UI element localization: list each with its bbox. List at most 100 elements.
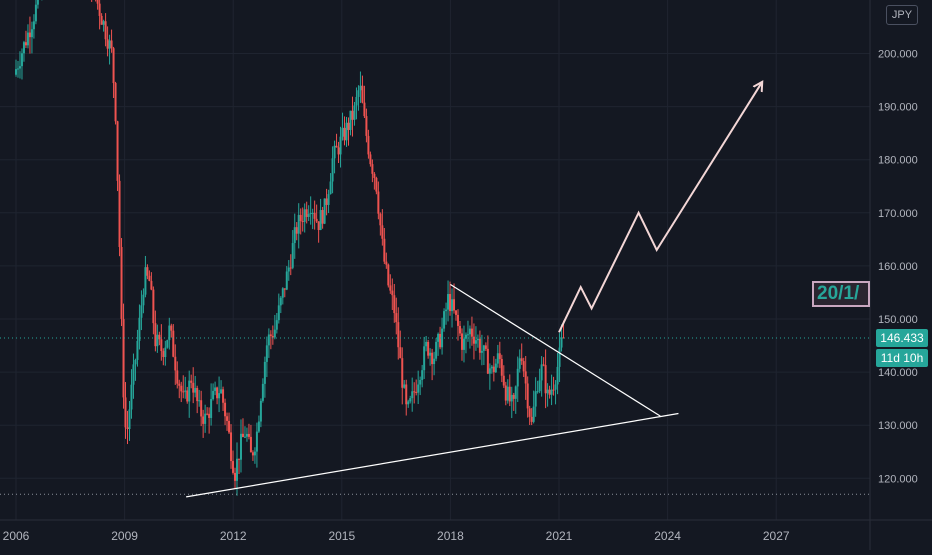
candle-body: [514, 386, 517, 399]
candle-body: [16, 68, 19, 70]
x-tick-label: 2024: [654, 529, 681, 543]
candle-body: [538, 380, 541, 392]
candle-body: [421, 370, 424, 381]
candle-body: [255, 431, 258, 452]
candle-body: [267, 334, 270, 346]
candle-body: [152, 289, 155, 324]
candle-body: [198, 400, 201, 402]
candle-body: [552, 389, 555, 391]
candle-body: [460, 333, 463, 350]
candle-body: [397, 322, 400, 348]
candle-body: [317, 221, 320, 231]
candle-body: [18, 66, 21, 69]
candle-body: [32, 21, 35, 30]
candle-body: [273, 329, 276, 338]
candle-body: [490, 366, 493, 369]
candle-body: [261, 383, 264, 401]
candle-body: [303, 209, 306, 222]
candle-body: [417, 384, 420, 393]
candle-body: [453, 299, 456, 311]
candle-body: [124, 397, 127, 428]
candle-body: [443, 311, 446, 329]
candle-body: [457, 314, 460, 326]
candle-body: [337, 147, 340, 155]
candle-body: [486, 348, 489, 374]
candle-body: [562, 337, 565, 339]
candle-body: [502, 375, 505, 386]
candle-body: [373, 173, 376, 178]
candle-body: [470, 328, 473, 337]
candle-body: [24, 42, 27, 46]
candle-body: [351, 110, 354, 120]
candle-body: [387, 264, 390, 286]
candle-body: [341, 127, 344, 137]
candle-body: [437, 333, 440, 342]
candle-body: [411, 391, 414, 399]
date-annotation[interactable]: 20/1/: [812, 281, 870, 307]
candle-body: [108, 40, 111, 49]
candle-body: [482, 345, 485, 351]
candle-body: [359, 85, 362, 91]
candle-body: [176, 370, 179, 384]
bar-countdown-badge: 11d 10h: [876, 348, 928, 367]
x-tick-label: 2018: [437, 529, 464, 543]
candle-body: [295, 227, 298, 234]
candle-body: [289, 267, 292, 269]
candle-body: [484, 345, 487, 349]
candle-body: [395, 313, 398, 323]
candle-body: [128, 409, 131, 430]
candle-body: [279, 297, 282, 306]
candle-body: [204, 413, 207, 424]
candle-body: [445, 309, 448, 312]
candle-body: [383, 238, 386, 262]
y-tick-label: 170.000: [878, 208, 918, 220]
candle-body: [546, 389, 549, 394]
candle-body: [174, 356, 177, 371]
candle-body: [323, 198, 326, 224]
candle-body: [26, 32, 29, 46]
candle-body: [156, 334, 159, 347]
candle-body: [389, 285, 392, 291]
candle-body: [236, 458, 239, 481]
candle-body: [508, 386, 511, 402]
candle-body: [361, 85, 364, 103]
candle-body: [281, 288, 284, 298]
candle-body: [357, 90, 360, 97]
candle-body: [122, 318, 125, 398]
candle-body: [468, 328, 471, 335]
candle-body: [335, 145, 338, 148]
candle-body: [423, 346, 426, 371]
candle-body: [494, 363, 497, 373]
candle-body: [405, 384, 408, 405]
candle-body: [403, 384, 406, 388]
y-tick-label: 140.000: [878, 367, 918, 379]
candle-body: [429, 352, 432, 356]
candle-body: [413, 391, 416, 393]
candle-body: [212, 390, 215, 400]
candle-body: [178, 383, 181, 386]
candle-body: [218, 393, 221, 399]
candle-body: [305, 209, 308, 217]
candle-body: [15, 69, 17, 75]
candle-body: [319, 210, 322, 231]
candle-body: [249, 436, 252, 453]
candle-body: [449, 294, 452, 312]
x-tick-label: 2021: [546, 529, 573, 543]
candle-body: [297, 214, 300, 234]
y-tick-label: 180.000: [878, 155, 918, 167]
candle-body: [148, 275, 151, 281]
candle-body: [554, 384, 557, 390]
candle-body: [106, 39, 109, 49]
candle-body: [496, 353, 499, 364]
candle-body: [164, 347, 167, 358]
candle-body: [431, 352, 434, 365]
candle-body: [126, 427, 129, 430]
candle-body: [466, 334, 469, 336]
currency-badge[interactable]: JPY: [886, 5, 918, 25]
candle-body: [528, 408, 531, 417]
candle-body: [293, 227, 296, 244]
candle-body: [275, 320, 278, 330]
candle-body: [285, 271, 288, 290]
